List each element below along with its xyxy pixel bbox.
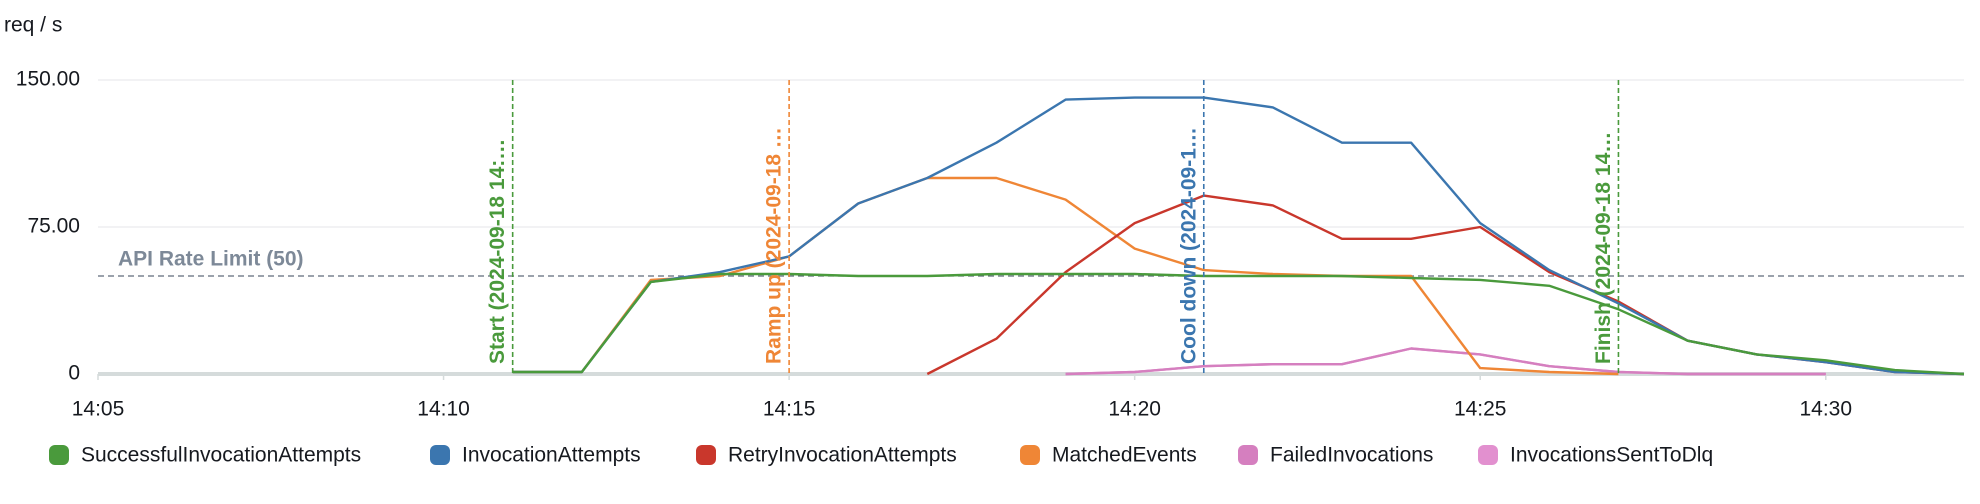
y-tick-label: 150.00 — [16, 68, 80, 91]
legend-swatch — [430, 445, 450, 465]
legend-item: MatchedEvents — [1020, 444, 1197, 467]
legend-label: MatchedEvents — [1052, 444, 1197, 467]
legend-swatch — [1238, 445, 1258, 465]
legend-label: RetryInvocationAttempts — [728, 444, 957, 467]
x-tick-label: 14:30 — [1799, 398, 1852, 421]
legend-item: InvocationAttempts — [430, 444, 641, 467]
legend-label: InvocationAttempts — [462, 444, 641, 467]
annotation-label: Finish (2024-09-18 14… — [1592, 132, 1615, 364]
series-line — [512, 272, 1965, 376]
series-line — [926, 194, 1965, 376]
x-tick-label: 14:05 — [72, 398, 125, 421]
legend-swatch — [696, 445, 716, 465]
annotation-label: Ramp up (2024-09-18 … — [763, 127, 786, 364]
series-line — [1065, 347, 1826, 376]
annotation-label: Start (2024-09-18 14:… — [486, 139, 509, 364]
threshold-label: API Rate Limit (50) — [118, 248, 304, 271]
legend-label: FailedInvocations — [1270, 444, 1433, 467]
y-tick-label: 0 — [68, 362, 80, 385]
legend-label: SuccessfulInvocationAttempts — [81, 444, 361, 467]
x-tick-label: 14:20 — [1108, 398, 1161, 421]
legend-swatch — [49, 445, 69, 465]
legend-swatch — [1478, 445, 1498, 465]
legend-item: SuccessfulInvocationAttempts — [49, 444, 361, 467]
legend-label: InvocationsSentToDlq — [1510, 444, 1713, 467]
x-tick-label: 14:15 — [763, 398, 816, 421]
y-axis-label: req / s — [4, 14, 62, 37]
legend-item: InvocationsSentToDlq — [1478, 444, 1713, 467]
legend-item: RetryInvocationAttempts — [696, 444, 957, 467]
legend-swatch — [1020, 445, 1040, 465]
annotation-label: Cool down (2024-09-1… — [1177, 127, 1200, 364]
x-tick-label: 14:25 — [1454, 398, 1507, 421]
series-line — [512, 96, 1965, 376]
legend-item: FailedInvocations — [1238, 444, 1433, 467]
x-tick-label: 14:10 — [417, 398, 470, 421]
y-tick-label: 75.00 — [27, 215, 80, 238]
